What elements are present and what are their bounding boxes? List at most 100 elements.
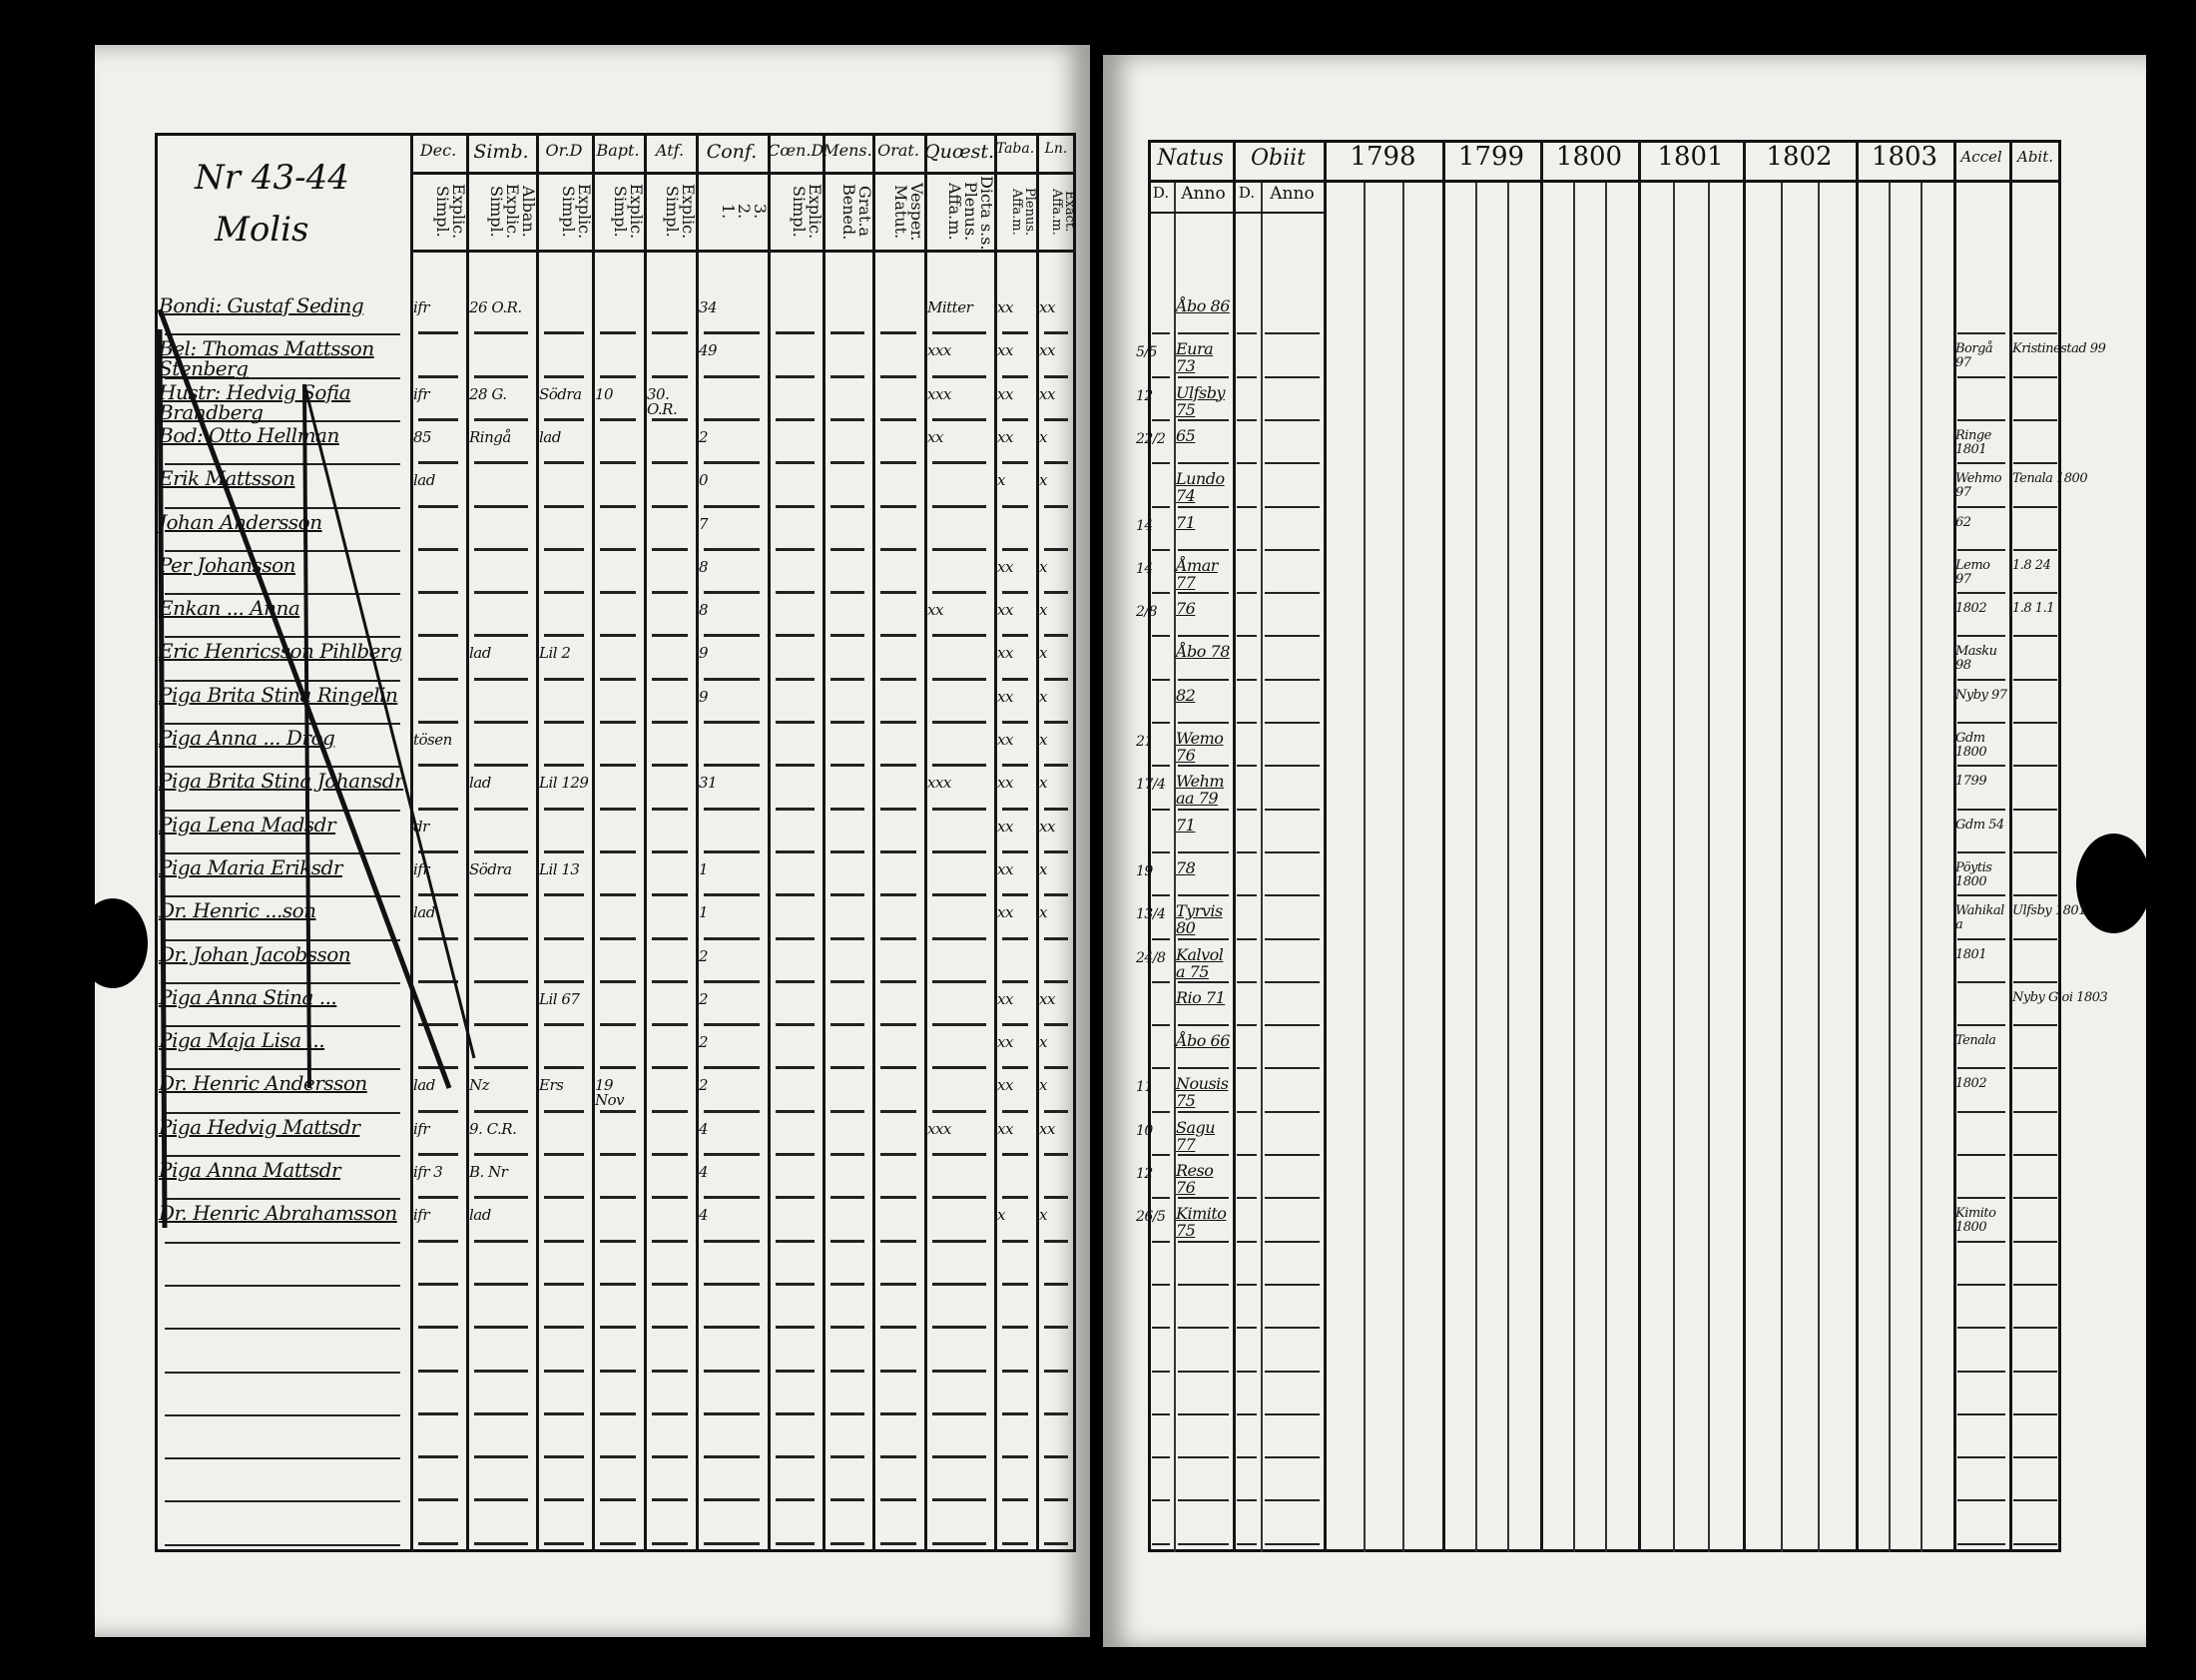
row-rule [1152, 1499, 1170, 1502]
row-rule [1265, 548, 1320, 551]
row-rule [704, 1498, 760, 1502]
column-header: Taba. [995, 141, 1035, 157]
register-entry-value: xx [997, 644, 1013, 663]
row-rule [652, 1153, 688, 1156]
column-subheader: Explic. Simpl. [611, 184, 646, 240]
row-rule [776, 1411, 815, 1415]
register-entry-value: xx [997, 298, 1013, 316]
row-rule [600, 807, 636, 811]
birth-year-place: Reso 76 [1176, 1161, 1214, 1197]
row-rule [776, 461, 815, 465]
row-rule [704, 1196, 760, 1200]
row-rule [165, 1543, 400, 1546]
row-rule [704, 1153, 760, 1156]
row-rule [600, 936, 636, 940]
row-rule [776, 331, 815, 335]
column-divider [410, 133, 413, 1552]
column-divider [924, 133, 927, 1552]
column-divider [696, 133, 699, 1552]
row-rule [2013, 462, 2057, 465]
row-rule [1002, 331, 1028, 335]
register-entry-value: Lil 13 [539, 859, 580, 878]
register-entry-value: ifr [413, 384, 430, 403]
register-entry-value: xx [997, 557, 1013, 576]
row-rule [1044, 1498, 1068, 1502]
row-rule [418, 1541, 458, 1545]
register-entry-value: ifr [413, 298, 430, 316]
birth-year-place: Nousis 75 [1176, 1074, 1229, 1111]
row-rule [544, 721, 584, 724]
register-entry-value: 10 [595, 384, 614, 403]
row-rule [1002, 417, 1028, 421]
register-entry-value: 31 [699, 774, 718, 793]
arrived-from: 62 [1955, 514, 1971, 530]
row-rule [474, 1066, 528, 1070]
arrived-from: Kimito 1800 [1955, 1206, 1996, 1236]
row-rule [932, 936, 986, 940]
row-rule [600, 764, 636, 768]
row-rule [474, 1369, 528, 1373]
row-rule [932, 461, 986, 465]
row-rule [1178, 722, 1229, 724]
row-rule [1002, 764, 1028, 768]
row-rule [474, 764, 528, 768]
birth-day: 26/5 [1136, 1209, 1166, 1226]
register-entry-value: xx [997, 989, 1013, 1008]
row-rule [2013, 1456, 2057, 1459]
register-entry-value: 2 [699, 1033, 709, 1052]
row-rule [600, 1282, 636, 1286]
register-entry-value: Ringå [469, 427, 511, 446]
row-rule [1152, 850, 1170, 853]
register-entry-value: 9 [699, 644, 709, 663]
row-rule [1265, 722, 1320, 724]
row-rule [1265, 375, 1320, 378]
row-rule [165, 1241, 400, 1244]
row-rule [880, 764, 916, 768]
row-rule [830, 677, 864, 681]
row-rule [600, 417, 636, 421]
register-entry-value: 85 [413, 427, 432, 446]
year-subdivider [1888, 180, 1891, 1552]
right-table-frame [1148, 140, 2061, 1552]
row-rule [1152, 332, 1170, 335]
row-rule [165, 1284, 400, 1287]
row-rule [1044, 764, 1068, 768]
obiit-header: Obiit [1250, 146, 1307, 171]
row-rule [165, 766, 400, 769]
column-subheader: Alban. Explic. Simpl. [487, 184, 538, 240]
row-rule [474, 1153, 528, 1156]
year-subdivider [1402, 180, 1405, 1552]
row-rule [932, 849, 986, 853]
row-rule [600, 1109, 636, 1113]
register-entry-value: xx [1039, 298, 1055, 316]
arrived-from: Wehmo 97 [1955, 471, 2002, 501]
row-rule [418, 547, 458, 551]
row-rule [704, 1109, 760, 1113]
row-rule [1237, 1499, 1257, 1502]
row-rule [544, 504, 584, 508]
row-rule [932, 1153, 986, 1156]
year-subdivider [1780, 180, 1783, 1552]
row-rule [704, 1455, 760, 1459]
row-rule [830, 1411, 864, 1415]
register-entry-value: 2 [699, 427, 709, 446]
register-entry-name: Piga Brita Stina Ringelin [159, 682, 398, 707]
year-header: 1799 [1457, 142, 1525, 172]
register-entry-value: xx [997, 687, 1013, 706]
row-rule [932, 1239, 986, 1243]
row-rule [932, 764, 986, 768]
arrived-from: 1802 [1955, 1076, 1987, 1092]
year-subdivider [1818, 180, 1821, 1552]
row-rule [1152, 808, 1170, 811]
row-rule [1002, 1109, 1028, 1113]
row-rule [1152, 1154, 1170, 1156]
row-rule [2013, 1154, 2057, 1156]
row-rule [830, 591, 864, 595]
register-entry-value: x [1039, 903, 1047, 922]
row-rule [1957, 418, 2005, 421]
arrived-from: Nyby 97 [1955, 687, 2007, 703]
row-rule [1044, 417, 1068, 421]
row-rule [776, 504, 815, 508]
column-divider [994, 133, 997, 1552]
row-rule [1957, 1197, 2005, 1200]
